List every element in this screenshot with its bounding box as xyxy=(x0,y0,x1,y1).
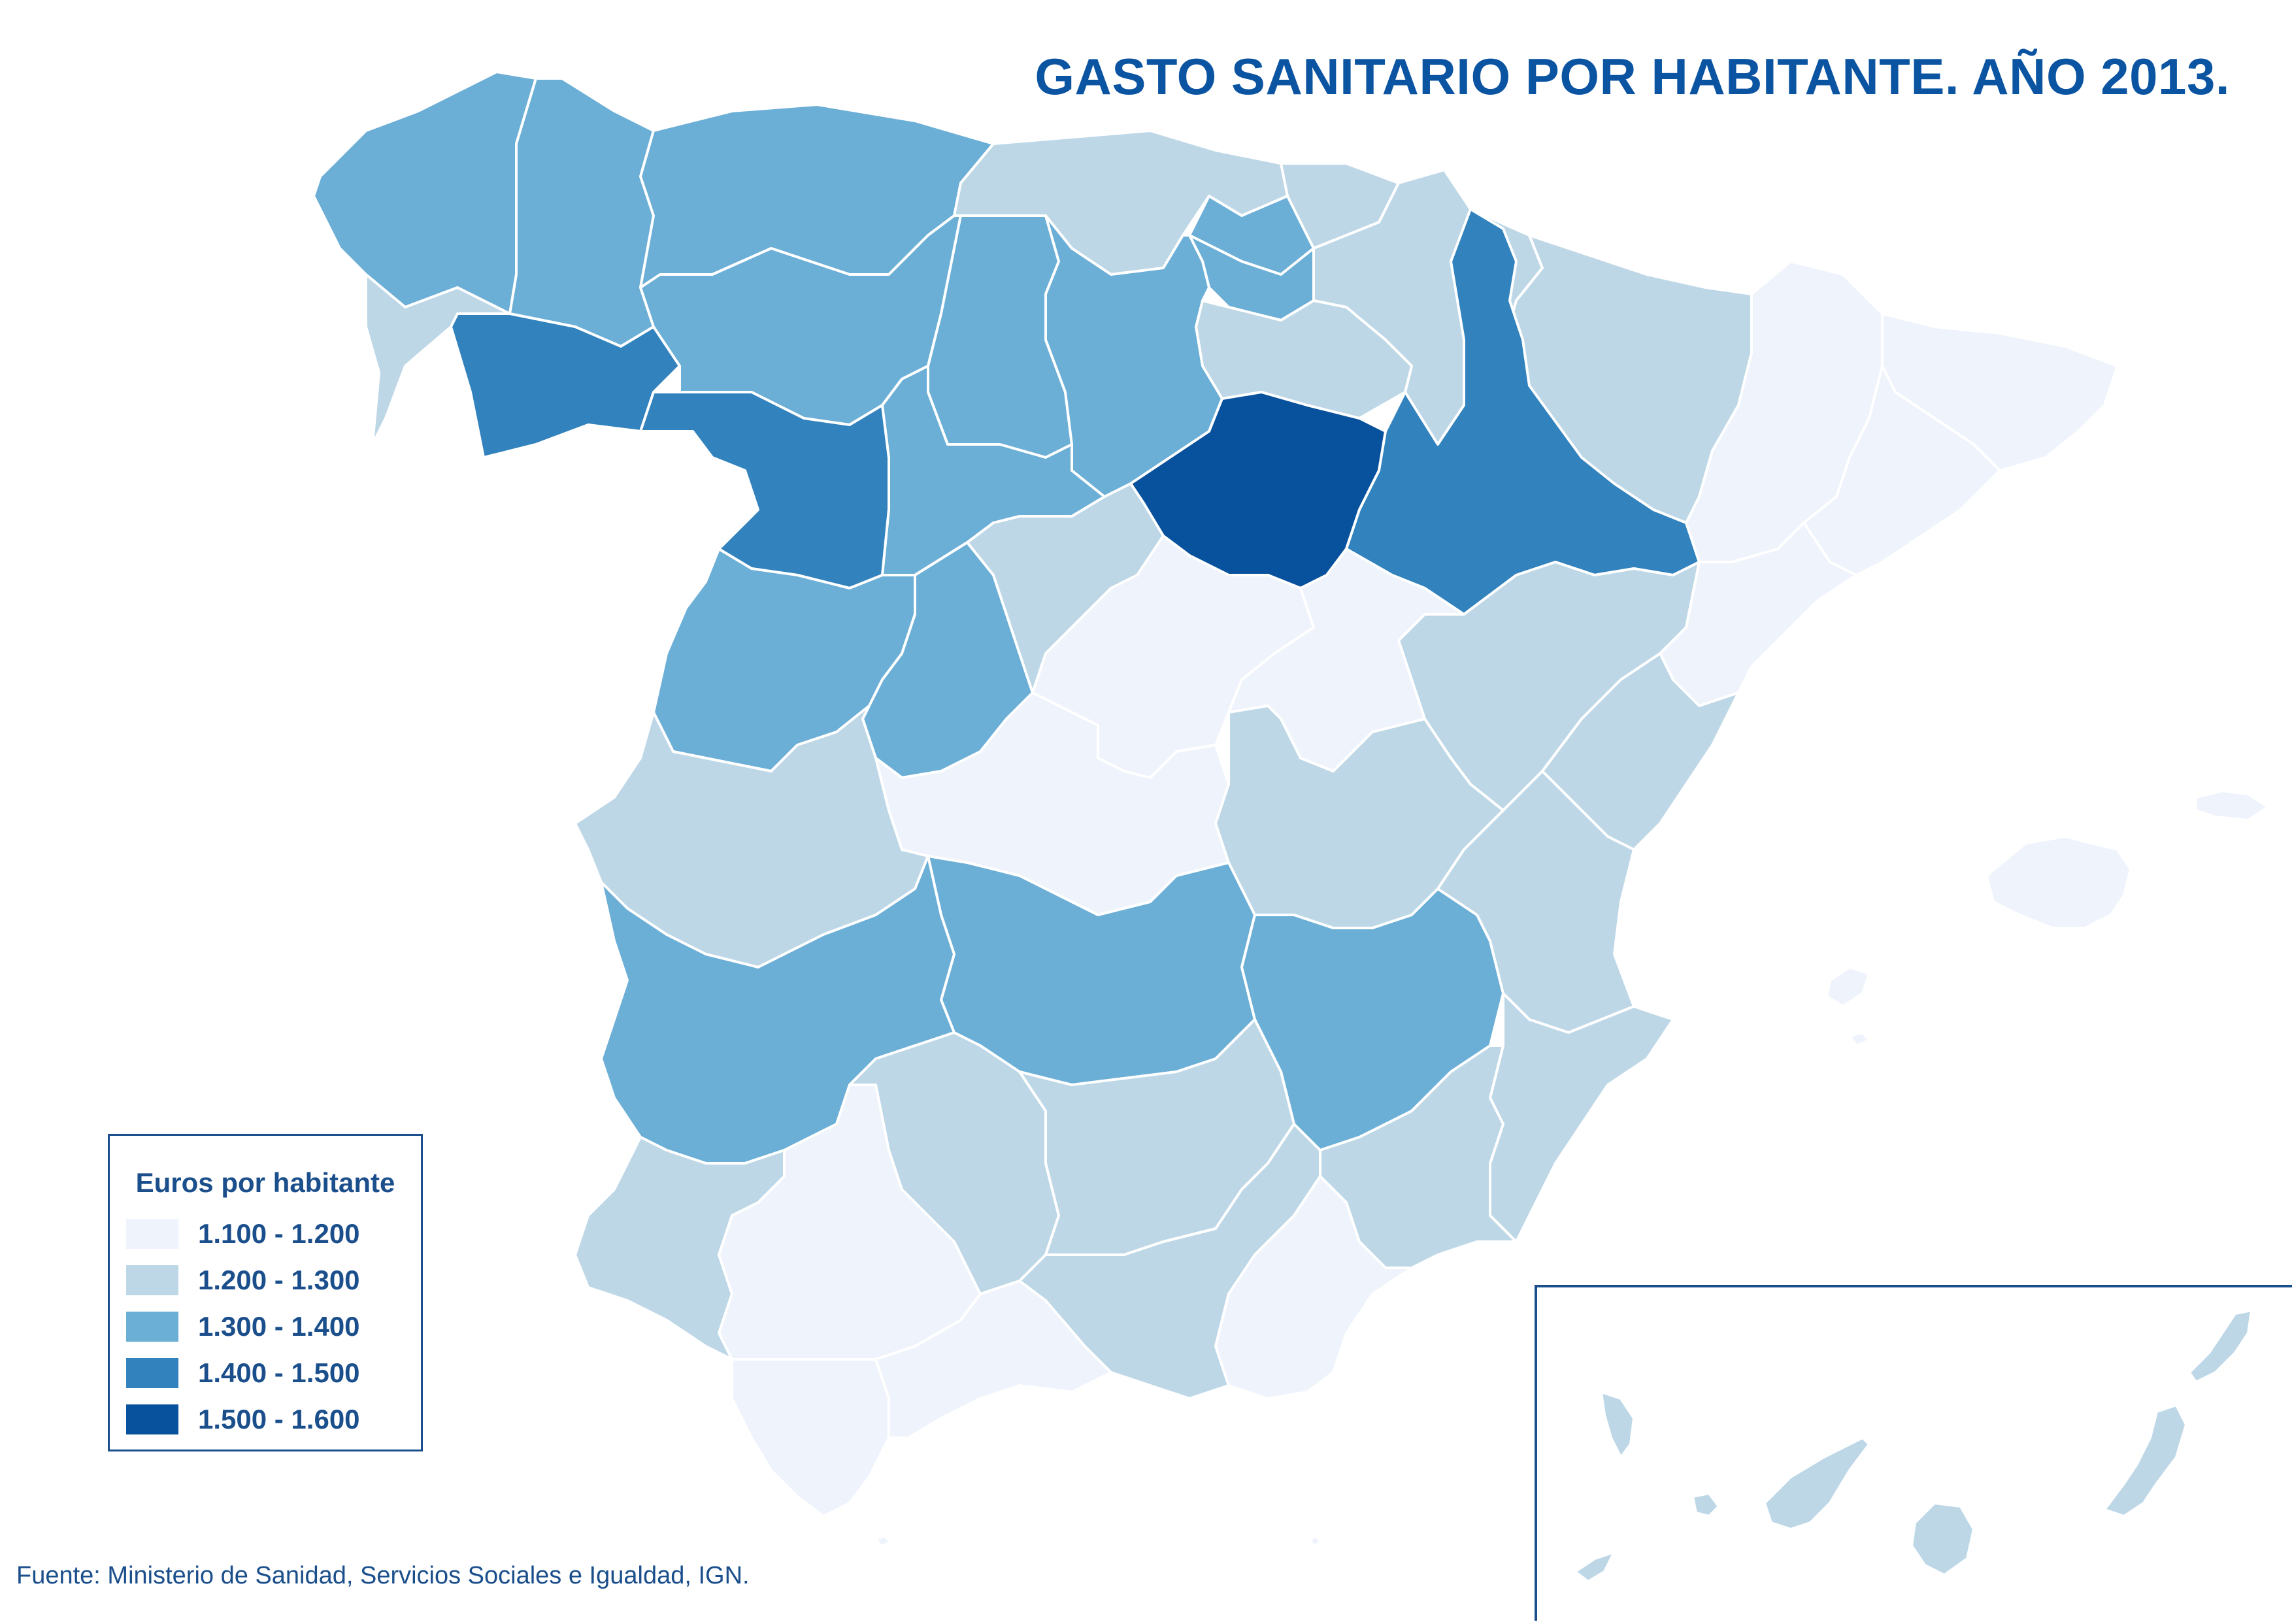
legend-swatch xyxy=(126,1404,178,1434)
province-la-palma: Santa Cruz de Tenerife xyxy=(1600,1391,1635,1459)
province-gran-canaria: Las Palmas xyxy=(1910,1502,1975,1576)
province-illes-balears-menorca: Illes Balears xyxy=(2195,789,2269,821)
legend: Euros por habitante 1.100 - 1.200 1.200 … xyxy=(108,1134,423,1451)
legend-swatch xyxy=(126,1312,178,1342)
legend-item: 1.500 - 1.600 xyxy=(126,1403,360,1436)
province-fuerteventura: Las Palmas xyxy=(2103,1404,2187,1517)
province-cadiz: Cádiz xyxy=(731,1358,890,1517)
legend-item: 1.200 - 1.300 xyxy=(126,1264,360,1297)
province-melilla: Melilla xyxy=(1309,1534,1321,1547)
province-alicante: Alicante xyxy=(1489,992,1674,1243)
legend-swatch xyxy=(126,1265,178,1295)
legend-item: 1.300 - 1.400 xyxy=(126,1310,360,1343)
map-title: GASTO SANITARIO POR HABITANTE. AÑO 2013. xyxy=(1035,48,2230,105)
legend-label: 1.200 - 1.300 xyxy=(198,1265,360,1295)
legend-label: 1.100 - 1.200 xyxy=(198,1218,360,1249)
provinces-layer: A Coruña Lugo Pontevedra Ourense Asturia… xyxy=(312,71,2269,1583)
legend-item: 1.400 - 1.500 xyxy=(126,1357,360,1389)
province-castellon: Castellón xyxy=(1541,652,1740,851)
province-la-gomera: Santa Cruz de Tenerife xyxy=(1691,1492,1720,1517)
province-lanzarote: Las Palmas xyxy=(2188,1309,2253,1384)
province-barcelona: Barcelona xyxy=(1802,365,2001,576)
province-illes-balears-mallorca: Illes Balears xyxy=(1985,835,2132,929)
source-note: Fuente: Ministerio de Sanidad, Servicios… xyxy=(16,1562,750,1589)
province-illes-balears-ibiza: Illes Balears xyxy=(1825,966,1870,1008)
province-ourense: Ourense xyxy=(450,312,681,459)
legend-item: 1.100 - 1.200 xyxy=(126,1218,360,1250)
legend-swatch xyxy=(126,1219,178,1249)
legend-label: 1.300 - 1.400 xyxy=(198,1311,360,1342)
province-ceuta: Ceuta xyxy=(874,1534,891,1548)
province-a-coruna: A Coruña xyxy=(312,71,537,315)
province-malaga: Málaga xyxy=(874,1280,1112,1439)
canary-islands-inset-frame xyxy=(1535,1285,2292,1621)
legend-label: 1.500 - 1.600 xyxy=(198,1404,360,1434)
province-illes-balears-formentera: Illes Balears xyxy=(1848,1031,1870,1047)
province-lugo: Lugo xyxy=(508,77,655,348)
province-el-hierro: Santa Cruz de Tenerife xyxy=(1574,1551,1616,1583)
legend-label: 1.400 - 1.500 xyxy=(198,1357,360,1388)
legend-title: Euros por habitante xyxy=(135,1167,395,1198)
legend-swatch xyxy=(126,1358,178,1388)
province-almeria: Almería xyxy=(1214,1175,1413,1400)
province-tenerife: Santa Cruz de Tenerife xyxy=(1763,1436,1870,1531)
